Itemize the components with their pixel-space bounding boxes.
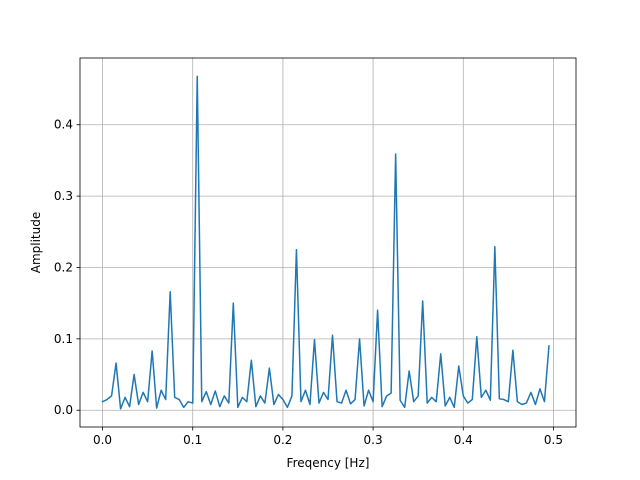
- x-tick-label: 0.3: [364, 433, 383, 447]
- axis-ticks: 0.0 0.1 0.2 0.3 0.4 0.5 0.0 0.1 0.2 0.3 0.4: [54, 118, 563, 447]
- y-tick-label: 0.3: [54, 189, 73, 203]
- y-tick-label: 0.4: [54, 118, 73, 132]
- y-tick-label: 0.1: [54, 332, 73, 346]
- x-tick-label: 0.2: [273, 433, 292, 447]
- series-layer: [101, 75, 550, 410]
- y-tick-label: 0.0: [54, 403, 73, 417]
- x-tick-label: 0.4: [454, 433, 473, 447]
- x-axis-label: Freqency [Hz]: [287, 456, 370, 470]
- x-tick-label: 0.5: [544, 433, 563, 447]
- x-tick-label: 0.1: [183, 433, 202, 447]
- grid: [80, 58, 576, 427]
- plot-frame: [79, 57, 577, 428]
- spectrum-line: [101, 75, 550, 410]
- y-axis-label: Amplitude: [29, 212, 43, 274]
- x-tick-label: 0.0: [93, 433, 112, 447]
- y-tick-label: 0.2: [54, 260, 73, 274]
